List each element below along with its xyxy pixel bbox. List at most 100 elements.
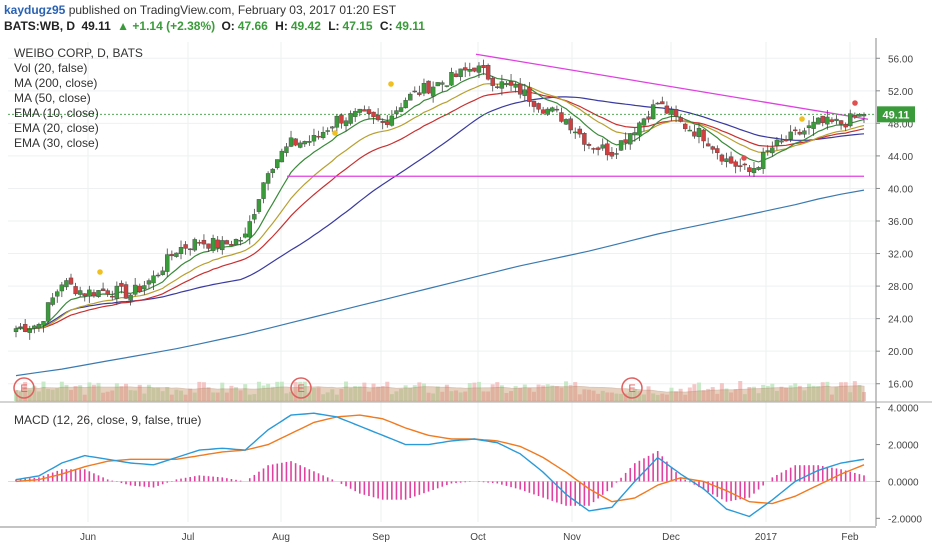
volume-bar xyxy=(829,394,834,401)
candle-body xyxy=(623,139,628,143)
candle-body xyxy=(100,288,106,292)
candle-body xyxy=(119,282,124,287)
volume-bar xyxy=(609,392,614,401)
candle-body xyxy=(504,83,509,86)
candle-body xyxy=(646,116,651,120)
volume-bar xyxy=(18,391,23,401)
candle-body xyxy=(220,240,225,251)
volume-bar xyxy=(683,394,688,401)
candle-body xyxy=(793,129,798,132)
candle-body xyxy=(710,146,715,150)
volume-bar xyxy=(504,393,509,401)
volume-bar xyxy=(137,384,142,401)
candle-body xyxy=(527,87,532,102)
x-tick-label: Dec xyxy=(662,532,680,543)
candle-body xyxy=(87,289,92,297)
candle-body xyxy=(577,128,583,135)
volume-bar xyxy=(50,389,55,401)
volume-bar xyxy=(742,394,747,401)
candle-body xyxy=(463,67,468,71)
candle-body xyxy=(279,150,285,163)
volume-bar xyxy=(646,386,651,401)
candle-body xyxy=(628,133,633,145)
volume-bar xyxy=(421,383,426,401)
candle-body xyxy=(421,83,427,94)
signal-dot xyxy=(388,81,394,87)
volume-bar xyxy=(664,394,669,401)
volume-bar xyxy=(701,390,706,401)
signal-dot xyxy=(799,116,805,122)
candle-body xyxy=(105,290,110,295)
candle-body xyxy=(155,274,161,277)
candle-body xyxy=(843,123,848,128)
volume-bar xyxy=(509,391,514,401)
x-tick-label: Sep xyxy=(372,532,390,543)
volume-bar xyxy=(197,381,202,401)
signal-dot xyxy=(332,130,338,136)
volume-bar xyxy=(412,385,417,401)
volume-bar xyxy=(719,383,724,401)
author-name[interactable]: kaydugz95 xyxy=(4,3,66,17)
candle-body xyxy=(91,292,97,297)
volume-bar xyxy=(669,387,674,401)
volume-bar xyxy=(156,387,161,401)
candle-body xyxy=(825,116,830,125)
earnings-label: E xyxy=(628,383,635,395)
candle-body xyxy=(820,115,825,123)
candle-body xyxy=(641,118,647,126)
candle-body xyxy=(82,293,87,297)
volume-bar xyxy=(160,391,165,401)
volume-bar xyxy=(201,382,206,401)
volume-bar xyxy=(467,383,472,401)
volume-bar xyxy=(357,386,362,401)
candle-body xyxy=(522,89,527,96)
volume-bar xyxy=(843,382,848,401)
volume-bar xyxy=(128,390,133,401)
volume-bar xyxy=(793,383,798,401)
grid xyxy=(8,42,876,522)
volume-bar xyxy=(307,392,312,401)
candle-body xyxy=(481,65,486,68)
volume-bar xyxy=(261,385,266,401)
candle-body xyxy=(563,119,569,125)
volume-bar xyxy=(23,381,28,401)
volume-bar xyxy=(344,381,349,401)
candle-body xyxy=(366,109,372,114)
y-tick-label: 56.00 xyxy=(888,54,913,65)
candle-body xyxy=(568,118,573,131)
volume-bar xyxy=(64,384,69,401)
candle-body xyxy=(151,275,156,284)
legend-item: EMA (30, close) xyxy=(14,136,99,150)
volume-bar xyxy=(371,383,376,401)
candle-body xyxy=(394,110,399,115)
volume-bar xyxy=(142,393,147,401)
volume-bar xyxy=(311,388,316,401)
volume-bar xyxy=(852,381,857,401)
candle-body xyxy=(440,82,445,85)
volume-bar xyxy=(192,392,197,401)
volume-bar xyxy=(256,381,261,401)
candle-body xyxy=(247,221,252,238)
candle-body xyxy=(265,173,271,184)
volume-bar xyxy=(788,385,793,401)
volume-bar xyxy=(114,383,119,401)
volume-bar xyxy=(105,391,110,401)
candle-body xyxy=(375,114,381,121)
candle-body xyxy=(160,270,165,275)
volume-bar xyxy=(600,390,605,401)
volume-bar xyxy=(431,393,436,401)
candle-body xyxy=(774,139,780,147)
quote-line: BATS:WB, D 49.11 ▲ +1.14 (+2.38%) O: 47.6… xyxy=(4,19,429,33)
candle-body xyxy=(330,126,335,129)
candle-body xyxy=(742,163,748,166)
legend-item: Vol (20, false) xyxy=(14,61,87,75)
resistance-line xyxy=(475,53,869,120)
close-value: 49.11 xyxy=(81,19,111,33)
volume-bar xyxy=(289,391,294,401)
volume-bar xyxy=(146,384,151,401)
y-tick-label: 40.00 xyxy=(888,184,913,195)
volume-bar xyxy=(476,381,481,401)
candle-body xyxy=(362,109,367,112)
low-label: L: xyxy=(328,19,340,33)
